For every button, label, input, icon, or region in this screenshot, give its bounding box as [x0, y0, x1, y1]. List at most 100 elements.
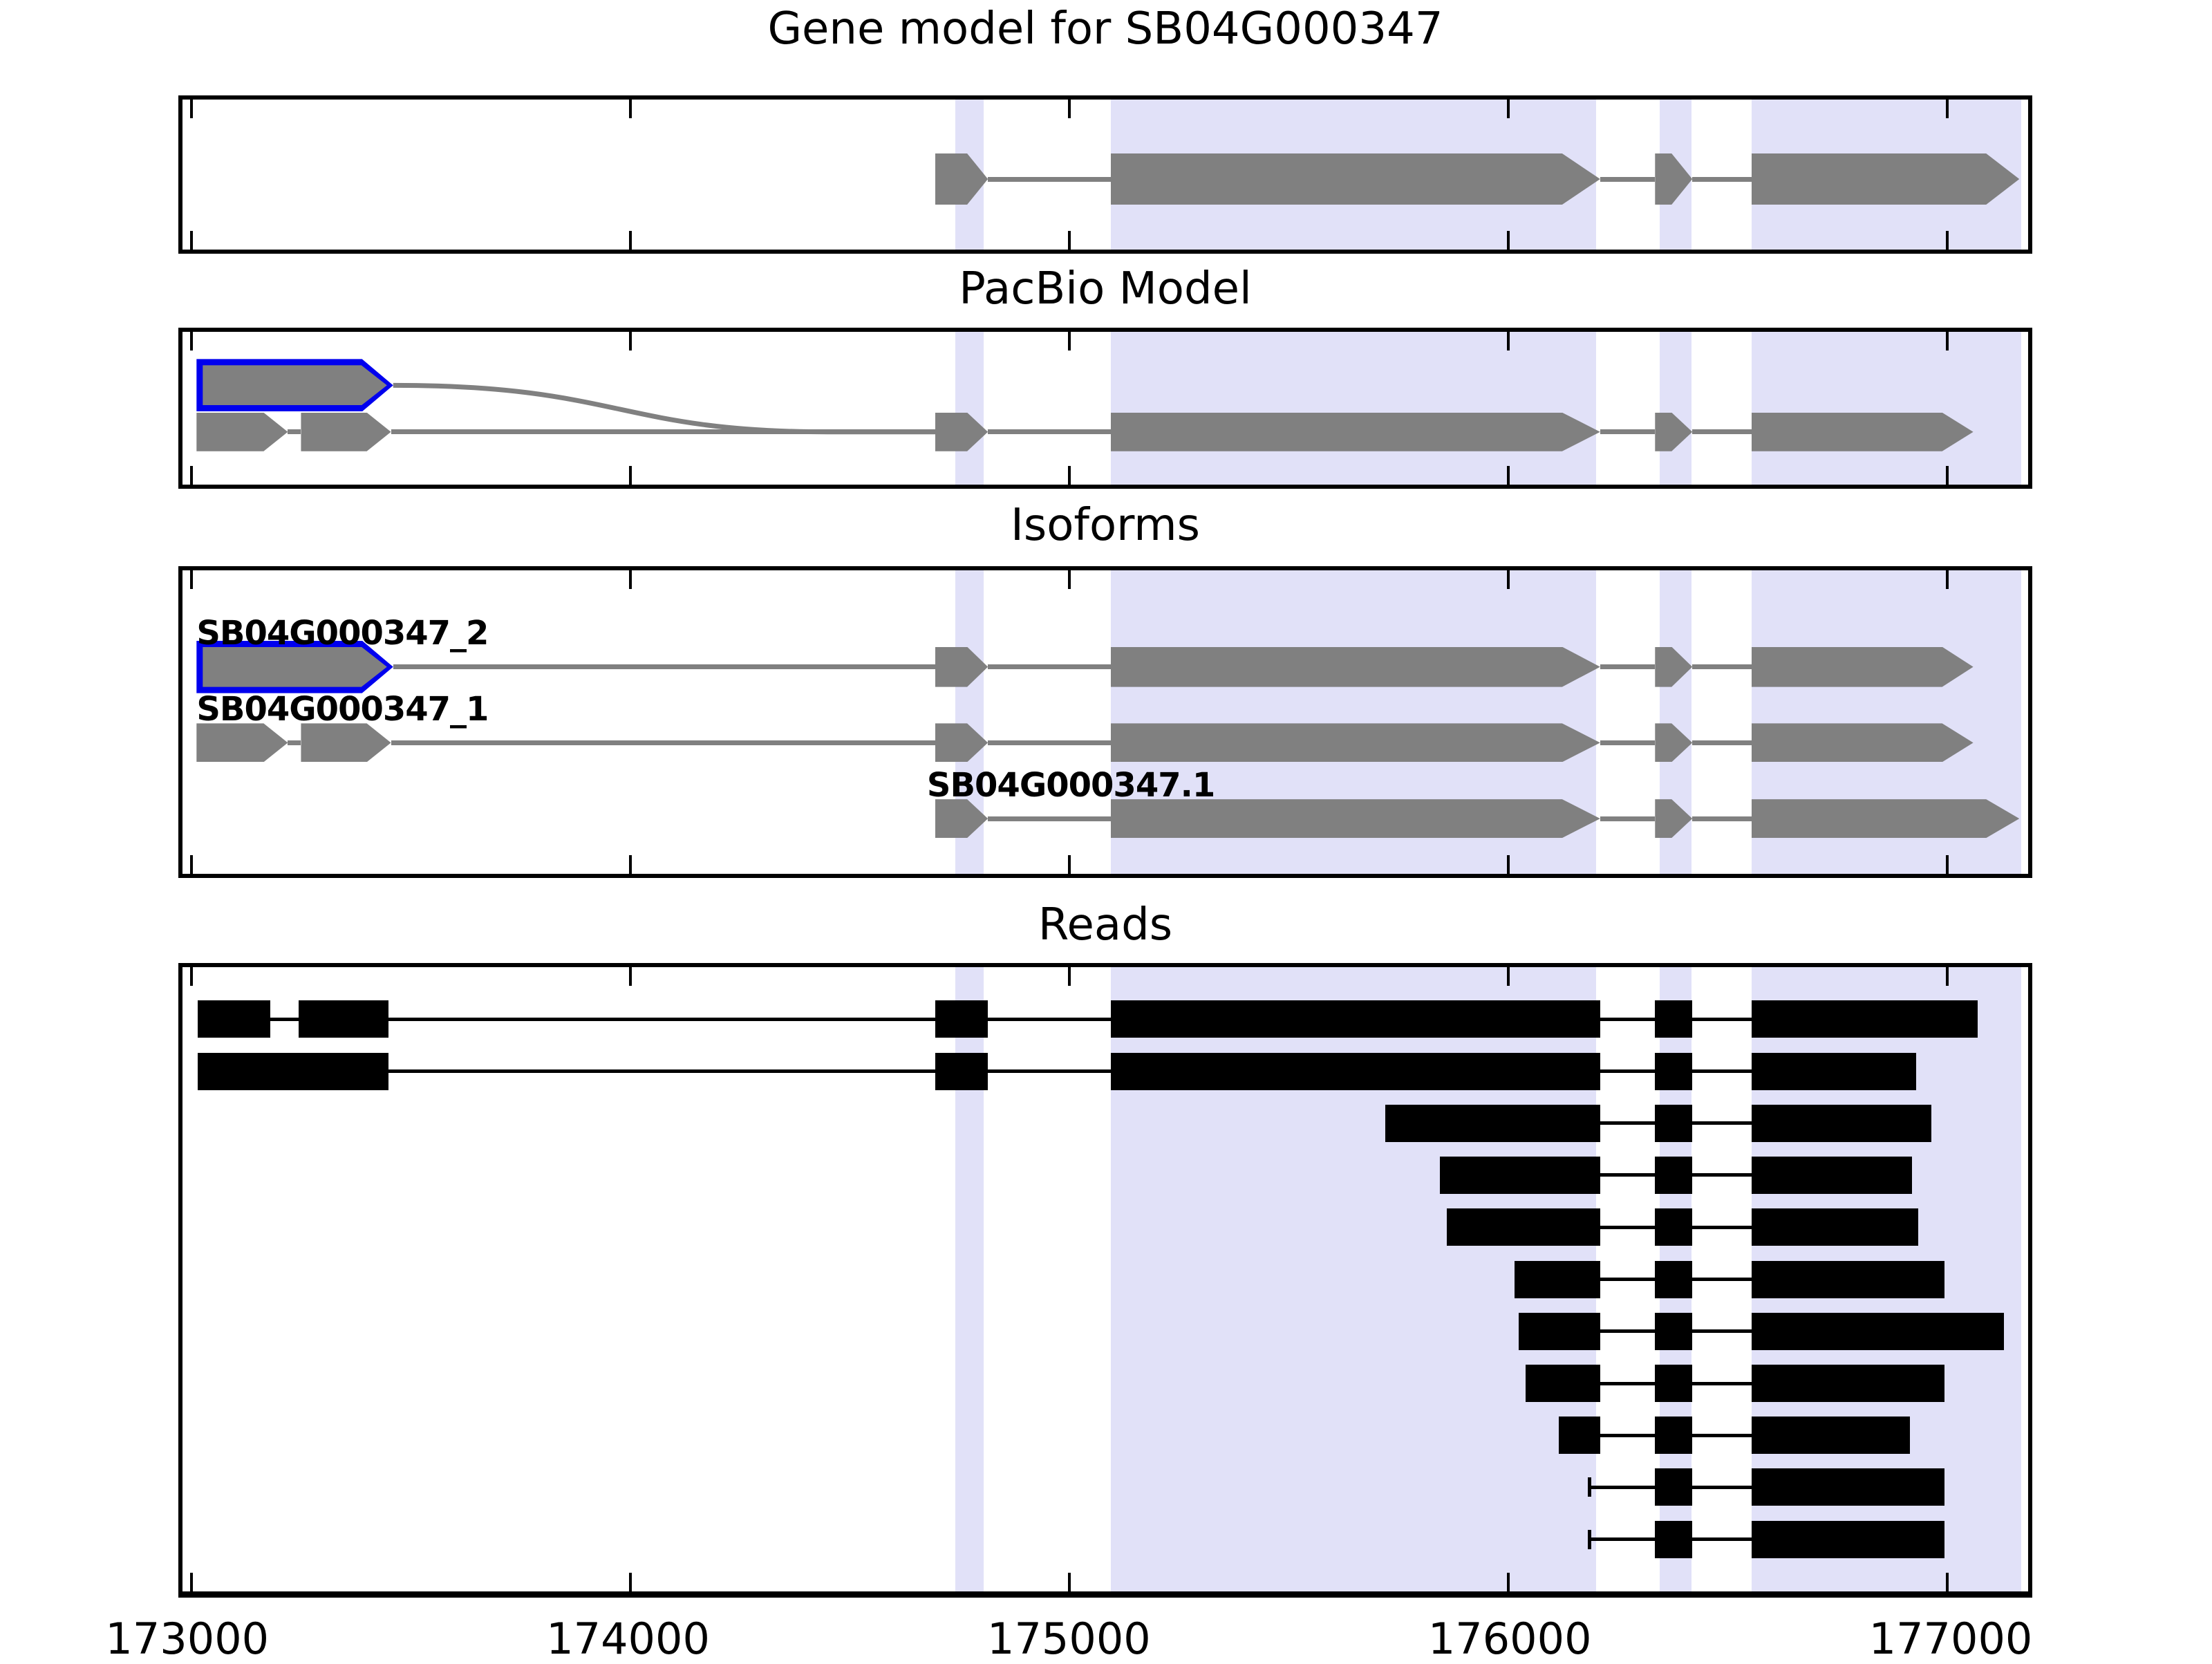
x-tick-label: 176000 — [1427, 1614, 1592, 1664]
isoform-label: SB04G000347.1 — [926, 766, 1215, 805]
axis-tick — [189, 1573, 193, 1591]
highlight-band — [1751, 332, 2022, 485]
intron-line — [1692, 1433, 1752, 1437]
axis-tick — [189, 100, 193, 118]
read-exon — [1655, 1260, 1693, 1298]
intron-line — [1600, 1173, 1656, 1177]
read-exon — [1110, 1052, 1600, 1090]
axis-tick — [628, 100, 632, 118]
exon — [196, 723, 288, 762]
pacbio-panel — [178, 328, 2032, 489]
read-exon — [1385, 1104, 1600, 1142]
axis-tick — [1067, 100, 1071, 118]
axis-tick — [1945, 967, 1949, 986]
read-exon — [1525, 1365, 1600, 1403]
exon — [1752, 799, 2019, 838]
read-exon — [1655, 1365, 1693, 1403]
axis-tick — [1067, 855, 1071, 874]
axis-tick — [1067, 231, 1071, 250]
pacbio-title: PacBio Model — [959, 263, 1252, 315]
highlight-band — [955, 332, 984, 485]
axis-tick — [1506, 231, 1510, 250]
highlighted-exon — [196, 641, 393, 693]
intron-line — [391, 740, 935, 745]
read-exon — [935, 1052, 988, 1090]
axis-tick — [189, 332, 193, 350]
intron-line — [388, 1017, 935, 1021]
intron-line — [1692, 429, 1752, 435]
exon — [1111, 153, 1600, 205]
intron-line — [1600, 1017, 1656, 1021]
intron-line — [988, 816, 1111, 821]
intron-line — [1600, 1225, 1656, 1229]
x-tick-label: 175000 — [987, 1614, 1151, 1664]
axis-tick — [628, 332, 632, 350]
read-exon — [1751, 1156, 1912, 1194]
axis-tick — [1067, 466, 1071, 485]
read-exon — [1655, 1520, 1693, 1558]
read-exon — [198, 1052, 389, 1090]
read-exon — [1655, 1312, 1693, 1350]
axis-tick — [1945, 466, 1949, 485]
isoform-label: SB04G000347_1 — [196, 690, 489, 729]
axis-tick — [1945, 1573, 1949, 1591]
intron-line — [1692, 1278, 1752, 1281]
exon — [1111, 723, 1600, 762]
axis-tick — [1506, 466, 1510, 485]
read-start-tick — [1588, 1529, 1592, 1549]
intron-line — [988, 429, 1111, 435]
axis-tick — [1067, 1573, 1071, 1591]
intron-line — [1692, 1537, 1752, 1542]
x-axis: 173000 174000 175000 176000 177000 — [105, 1614, 2033, 1664]
intron-line — [1589, 1537, 1656, 1542]
axis-tick — [628, 1573, 632, 1591]
read-exon — [299, 1000, 389, 1038]
intron-line — [1692, 1017, 1752, 1021]
intron-line — [988, 176, 1111, 182]
intron-line — [1600, 176, 1656, 182]
x-tick-label: 177000 — [1868, 1614, 2033, 1664]
exon — [1111, 799, 1600, 838]
axis-tick — [1506, 332, 1510, 350]
intron-line — [1600, 740, 1656, 745]
intron-line — [1600, 1329, 1656, 1334]
exon — [301, 723, 391, 762]
intron-line — [1600, 1381, 1656, 1385]
axis-tick — [1506, 967, 1510, 986]
axis-tick — [1506, 855, 1510, 874]
read-exon — [1446, 1208, 1600, 1246]
exon — [203, 647, 386, 687]
axis-tick — [189, 231, 193, 250]
axis-tick — [628, 855, 632, 874]
read-exon — [1440, 1156, 1600, 1194]
intron-line — [388, 1069, 935, 1074]
axis-tick — [189, 570, 193, 589]
intron-line — [1692, 664, 1752, 670]
intron-line — [288, 740, 301, 745]
read-exon — [1751, 1000, 1978, 1038]
highlight-band — [1110, 332, 1596, 485]
read-exon — [1519, 1312, 1600, 1350]
intron-line — [1692, 1329, 1752, 1334]
exon — [1752, 723, 1974, 762]
intron-line — [288, 429, 301, 435]
axis-tick — [1945, 570, 1949, 589]
read-exon — [1751, 1312, 2005, 1350]
read-exon — [1655, 1156, 1693, 1194]
read-exon — [1751, 1365, 1945, 1403]
axis-tick — [1506, 1573, 1510, 1591]
axis-tick — [1067, 332, 1071, 350]
intron-line — [1692, 740, 1752, 745]
gene-model-title: Gene model for SB04G000347 — [767, 3, 1443, 55]
read-exon — [1751, 1104, 1932, 1142]
read-exon — [1515, 1260, 1600, 1298]
axis-tick — [628, 466, 632, 485]
exon — [1111, 413, 1600, 451]
intron-line — [1600, 1121, 1656, 1125]
intron-line — [1692, 1121, 1752, 1125]
intron-line — [1600, 664, 1656, 670]
axis-tick — [1067, 967, 1071, 986]
intron-line — [391, 429, 935, 435]
read-exon — [1655, 1417, 1693, 1455]
reads-title: Reads — [1038, 899, 1173, 951]
